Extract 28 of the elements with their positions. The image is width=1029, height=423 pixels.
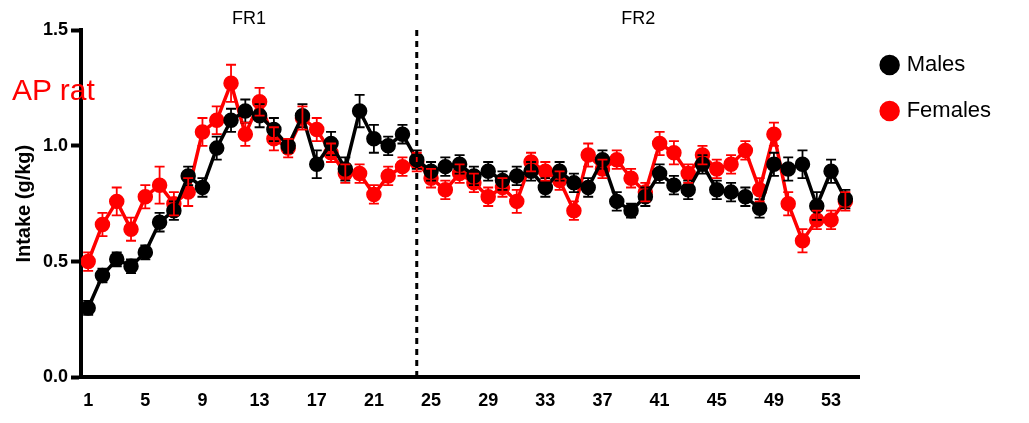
legend-label: Males	[906, 51, 966, 77]
point	[794, 156, 811, 173]
point	[94, 216, 111, 233]
x-tick-label: 49	[763, 390, 784, 411]
x-tick-label: 37	[592, 390, 613, 411]
point	[794, 233, 811, 249]
x-tick-label: 45	[706, 390, 727, 411]
text: FR1	[231, 7, 266, 28]
x-tick-label: 29	[478, 390, 499, 411]
x-tick-label: 25	[421, 390, 442, 411]
y-tick-label: 0.5	[42, 250, 69, 271]
x-tick-label: 41	[649, 390, 670, 411]
x-tick-label: 1	[83, 390, 94, 411]
x-tick-label: 5	[140, 390, 151, 411]
y-tick-label: 1.0	[42, 134, 69, 155]
point	[194, 124, 211, 140]
legend-label: Females	[906, 97, 991, 123]
x-tick-label: 33	[535, 390, 556, 411]
x-tick-label: 17	[306, 390, 327, 411]
x-tick-label: 9	[197, 390, 208, 411]
y-tick-label: 1.5	[42, 18, 69, 39]
text: FR2	[621, 7, 656, 28]
point	[151, 177, 168, 193]
x-tick-label: 13	[249, 390, 270, 411]
x-tick-label: 53	[821, 390, 842, 411]
y-axis-title: Intake (g/kg)	[11, 144, 34, 263]
x-tick-label: 21	[363, 390, 384, 411]
y-tick-label: 0.0	[42, 366, 69, 387]
